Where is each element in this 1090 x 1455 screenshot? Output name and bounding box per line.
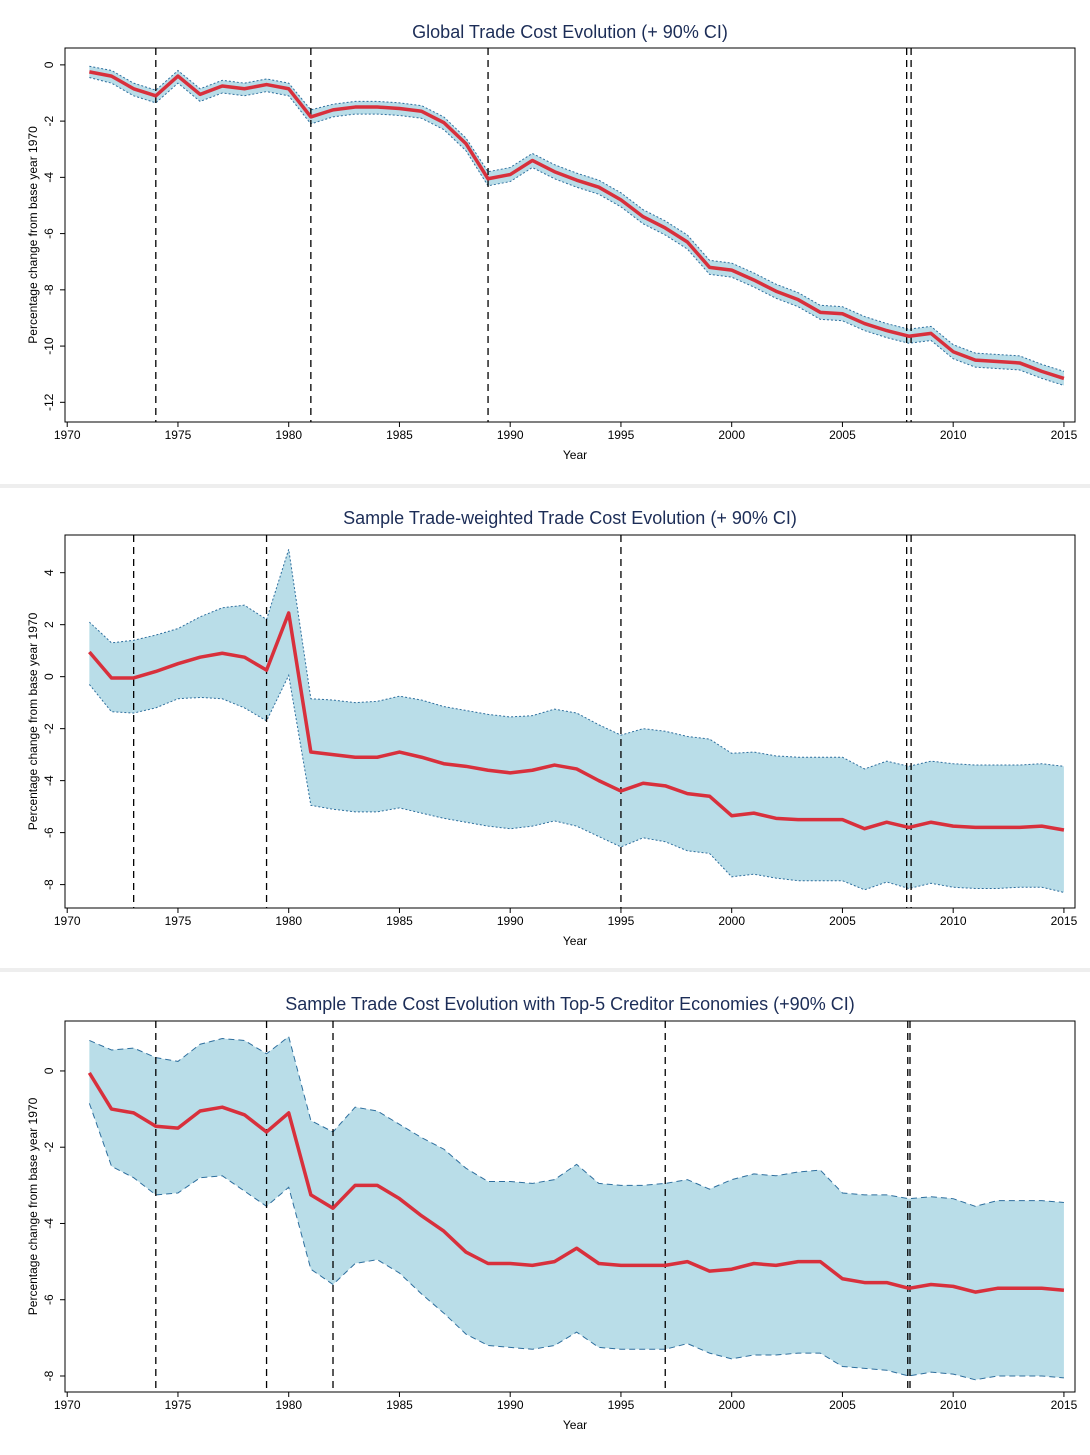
y-tick-label: -2 (42, 115, 56, 126)
chart-title: Sample Trade Cost Evolution with Top-5 C… (285, 994, 854, 1014)
y-axis-label: Percentage change from base year 1970 (26, 126, 40, 344)
plot-frame (64, 1020, 1076, 1393)
x-tick-label: 1985 (386, 914, 413, 928)
x-tick-label: 2005 (829, 428, 856, 442)
separator (0, 968, 1090, 972)
ci-edge (89, 1035, 1064, 1207)
chart-panel: Sample Trade Cost Evolution with Top-5 C… (26, 994, 1078, 1432)
ci-edge (88, 1103, 1064, 1381)
y-tick-label: 4 (42, 569, 56, 576)
x-axis-label: Year (563, 448, 587, 462)
separator (0, 484, 1090, 488)
x-tick-label: 2000 (718, 1398, 745, 1412)
x-tick-label: 1990 (497, 1398, 524, 1412)
y-tick-label: -6 (42, 827, 56, 838)
x-tick-label: 1970 (54, 428, 81, 442)
y-tick-label: 0 (42, 673, 56, 680)
y-tick-label: -8 (42, 879, 56, 890)
x-tick-label: 1975 (165, 1398, 192, 1412)
x-tick-label: 1980 (275, 1398, 302, 1412)
y-tick-label: -8 (42, 1370, 56, 1381)
y-tick-label: -2 (42, 723, 56, 734)
x-tick-label: 2010 (940, 1398, 967, 1412)
y-tick-label: -4 (42, 1218, 56, 1229)
x-tick-label: 1980 (275, 428, 302, 442)
y-tick-label: -6 (42, 228, 56, 239)
y-tick-label: 0 (42, 61, 56, 68)
x-tick-label: 1995 (608, 914, 635, 928)
ci-edge (88, 673, 1065, 893)
chart-title: Sample Trade-weighted Trade Cost Evoluti… (343, 508, 797, 528)
trend-line (89, 70, 1065, 381)
trend-line (88, 611, 1065, 832)
y-tick-label: -6 (42, 1294, 56, 1305)
x-axis-label: Year (563, 934, 587, 948)
x-axis-label: Year (563, 1418, 587, 1432)
x-tick-label: 2000 (718, 914, 745, 928)
x-tick-label: 2010 (940, 914, 967, 928)
ci-edge (89, 549, 1064, 770)
x-tick-label: 1990 (497, 914, 524, 928)
y-tick-label: -12 (42, 393, 56, 411)
x-tick-label: 1975 (165, 428, 192, 442)
x-tick-label: 2010 (940, 428, 967, 442)
x-tick-label: 1970 (54, 914, 81, 928)
trend-line (87, 1071, 1065, 1294)
y-axis-label: Percentage change from base year 1970 (26, 612, 40, 830)
plot-frame (64, 534, 1076, 909)
y-tick-label: -4 (42, 172, 56, 183)
x-tick-label: 2005 (829, 1398, 856, 1412)
ci-band (89, 66, 1064, 386)
x-tick-label: 1985 (386, 1398, 413, 1412)
x-tick-label: 1995 (608, 1398, 635, 1412)
ci-edge (89, 65, 1065, 372)
x-tick-label: 1990 (497, 428, 524, 442)
y-tick-label: -8 (42, 284, 56, 295)
ci-band (89, 549, 1064, 893)
y-tick-label: -4 (42, 775, 56, 786)
x-tick-label: 2005 (829, 914, 856, 928)
y-axis-label: Percentage change from base year 1970 (26, 1097, 40, 1315)
x-tick-label: 2015 (1051, 1398, 1078, 1412)
x-tick-label: 1975 (165, 914, 192, 928)
y-tick-label: 0 (42, 1067, 56, 1074)
x-tick-label: 2000 (718, 428, 745, 442)
y-tick-label: 2 (42, 621, 56, 628)
x-tick-label: 1995 (608, 428, 635, 442)
y-tick-label: -10 (42, 337, 56, 355)
x-tick-label: 2015 (1051, 914, 1078, 928)
chart-panel: Sample Trade-weighted Trade Cost Evoluti… (26, 508, 1078, 948)
x-tick-label: 1985 (386, 428, 413, 442)
x-tick-label: 1980 (275, 914, 302, 928)
ci-band (89, 1036, 1064, 1380)
chart-title: Global Trade Cost Evolution (+ 90% CI) (412, 22, 728, 42)
chart-panel: Global Trade Cost Evolution (+ 90% CI) 19… (26, 22, 1078, 462)
x-tick-label: 2015 (1051, 428, 1078, 442)
x-tick-label: 1970 (54, 1398, 81, 1412)
plot-frame (64, 47, 1076, 423)
y-tick-label: -2 (42, 1142, 56, 1153)
